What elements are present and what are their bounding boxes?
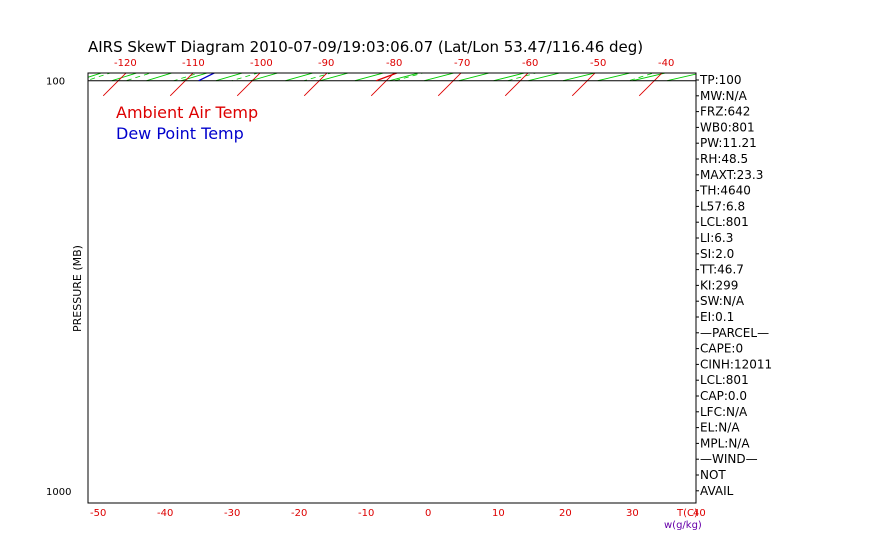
stability-index-7: TH:4640 xyxy=(699,184,751,198)
bottom-temperature-tick-labels: -50 -40 -30 -20 -10 0 10 20 30 40 xyxy=(90,508,706,519)
stability-index-5: RH:48.5 xyxy=(700,152,748,166)
stability-index-16: —PARCEL— xyxy=(700,326,769,340)
bottom-temp-tick-0: 0 xyxy=(425,508,431,519)
plot-frame xyxy=(87,72,697,504)
bottom-temp-tick-20: 20 xyxy=(559,508,572,519)
bottom-temp-tick--20: -20 xyxy=(291,508,307,519)
stability-index-10: LI:6.3 xyxy=(700,231,733,245)
legend-dew-point-temp: Dew Point Temp xyxy=(116,124,244,143)
bottom-temp-tick-10: 10 xyxy=(492,508,505,519)
stability-index-2: FRZ:642 xyxy=(700,105,750,119)
top-temp-tick--120: -120 xyxy=(114,58,137,69)
stability-index-13: KI:299 xyxy=(700,278,738,292)
bottom-temp-tick-30: 30 xyxy=(626,508,639,519)
top-temp-tick--80: -80 xyxy=(386,58,402,69)
top-temperature-tick-labels: -120 -110 -100 -90 -80 -70 -60 -50 -40 xyxy=(114,58,674,69)
stability-index-15: EI:0.1 xyxy=(700,310,734,324)
stability-index-18: CINH:12011 xyxy=(700,357,772,371)
isotherm--10 xyxy=(773,0,870,96)
top-temp-tick--100: -100 xyxy=(250,58,273,69)
stability-index-24: —WIND— xyxy=(700,452,758,466)
dry-adiabat-200 xyxy=(667,73,696,82)
stability-index-0: TP:100 xyxy=(699,73,742,87)
stability-index-12: TT:46.7 xyxy=(699,263,744,277)
top-temp-tick--90: -90 xyxy=(318,58,334,69)
legend-ambient-air-temp: Ambient Air Temp xyxy=(116,103,258,122)
isotherm-0 xyxy=(840,0,870,96)
stability-index-23: MPL:N/A xyxy=(700,436,750,450)
y-axis-label: PRESSURE (MB) xyxy=(71,245,84,332)
stability-index-21: LFC:N/A xyxy=(700,405,748,419)
bottom-temp-tick--30: -30 xyxy=(224,508,240,519)
top-temp-tick--70: -70 xyxy=(454,58,470,69)
stability-index-25: NOT xyxy=(700,468,726,482)
stability-index-11: SI:2.0 xyxy=(700,247,734,261)
stability-index-4: PW:11.21 xyxy=(700,136,757,150)
stability-index-14: SW:N/A xyxy=(700,294,745,308)
stability-index-1: MW:N/A xyxy=(700,89,748,103)
top-temp-tick--50: -50 xyxy=(590,58,606,69)
top-temp-tick--60: -60 xyxy=(522,58,538,69)
bottom-temp-tick-40: 40 xyxy=(693,508,706,519)
stability-index-8: L57:6.8 xyxy=(700,199,745,213)
stability-index-19: LCL:801 xyxy=(700,373,749,387)
stability-index-20: CAP:0.0 xyxy=(700,389,747,403)
top-temp-tick--110: -110 xyxy=(182,58,205,69)
isotherm--30 xyxy=(638,73,663,97)
top-temp-tick--40: -40 xyxy=(658,58,674,69)
stability-index-6: MAXT:23.3 xyxy=(700,168,763,182)
stability-index-17: CAPE:0 xyxy=(700,342,743,356)
pressure-tick-100: 100 xyxy=(46,77,65,88)
stability-index-22: EL:N/A xyxy=(700,421,740,435)
bottom-unit-wgkg: w(g/kg) xyxy=(664,520,702,531)
isobars xyxy=(88,80,696,82)
stability-index-3: WB0:801 xyxy=(700,120,755,134)
bottom-temp-tick--10: -10 xyxy=(358,508,374,519)
bottom-unit-tc: T(C) xyxy=(676,508,698,519)
stability-index-9: LCL:801 xyxy=(700,215,749,229)
pressure-tick-labels: 1002003004005006007008009001000 xyxy=(46,77,71,498)
pressure-tick-1000: 1000 xyxy=(46,487,71,498)
chart-title: AIRS SkewT Diagram 2010-07-09/19:03:06.0… xyxy=(88,38,643,56)
bottom-temp-tick--50: -50 xyxy=(90,508,106,519)
stability-index-26: AVAIL xyxy=(700,484,734,498)
bottom-temp-tick--40: -40 xyxy=(157,508,173,519)
